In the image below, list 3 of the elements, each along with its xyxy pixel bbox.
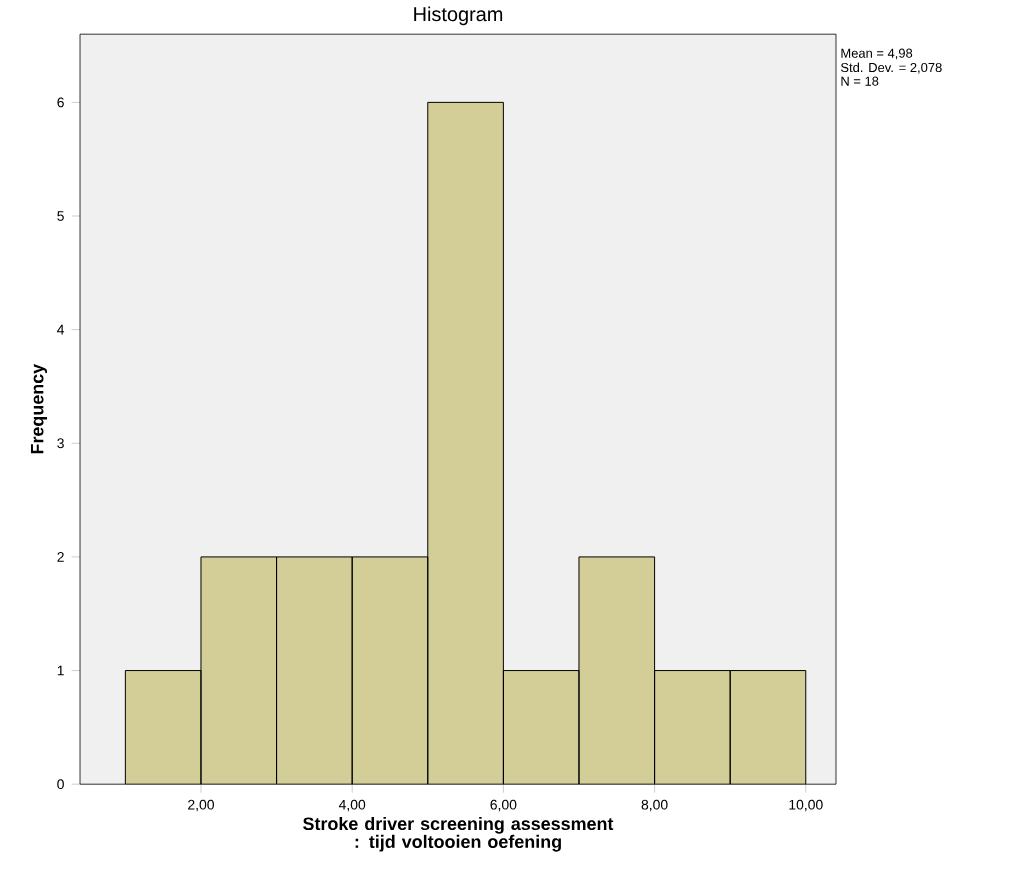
x-axis-title: Stroke driver screening assessment : tijd voltooien oefening <box>303 816 614 852</box>
y-axis-title: Frequency <box>30 363 48 454</box>
chart-title: Histogram <box>414 6 503 26</box>
